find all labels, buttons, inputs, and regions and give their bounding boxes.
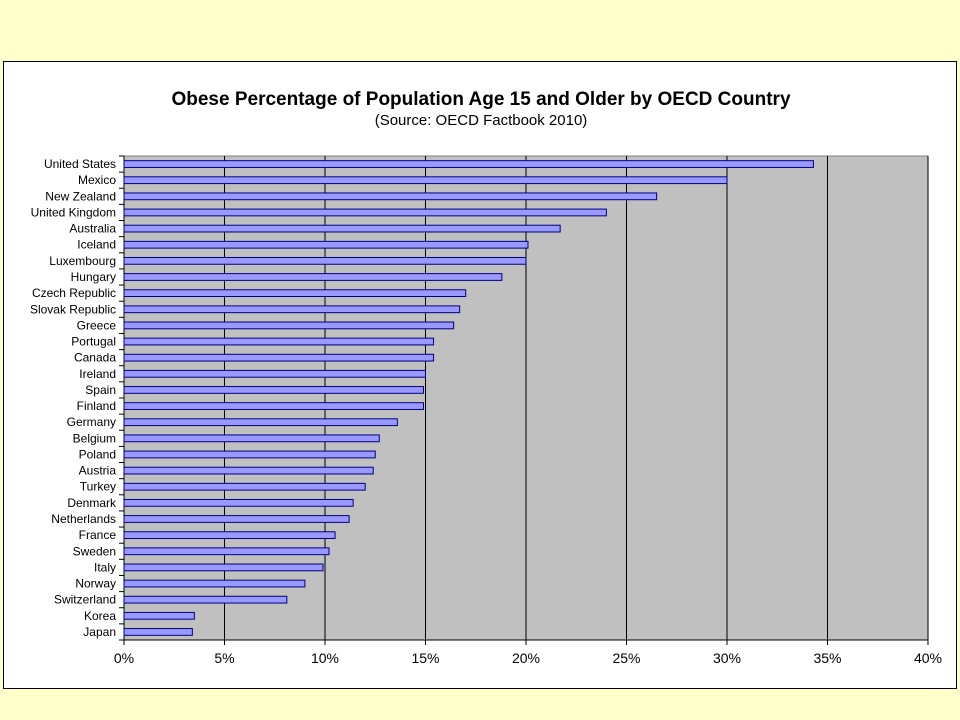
plot-area: 0% 5% 10% 15% 20% 25% 30% 35% 40% United States Me… [30,155,942,666]
category-label: Korea [84,609,116,623]
x-tick-label: 30% [713,650,741,666]
bar [123,208,607,217]
bar [123,450,376,459]
bar [123,611,195,620]
category-label: Denmark [67,496,117,510]
category-label: Spain [85,383,116,397]
category-label: New Zealand [45,189,116,203]
category-label: Austria [79,464,117,478]
category-label: Japan [83,625,116,639]
x-tick-label: 40% [914,650,942,666]
x-tick-label: 10% [311,650,339,666]
x-tick-label: 25% [612,650,640,666]
bar [123,482,366,491]
bar [123,418,398,427]
bar [123,224,561,233]
bar [123,160,814,168]
category-label: Czech Republic [32,286,116,300]
category-label: Australia [69,222,116,236]
bar [123,176,728,185]
category-label: Slovak Republic [30,302,116,316]
category-label: Poland [79,447,116,461]
x-tick-label: 35% [813,650,841,666]
bar [123,273,503,281]
bar [123,321,455,330]
category-label: United Kingdom [31,205,116,219]
bar [123,337,435,346]
category-label: Luxembourg [49,254,116,268]
bar [123,192,658,201]
category-label: Mexico [78,173,116,187]
category-label: Canada [74,351,116,365]
bar [123,466,374,475]
category-label: Germany [67,415,116,429]
category-label: Iceland [77,238,116,252]
bar [123,628,193,636]
bar [123,256,527,265]
bar [123,386,424,394]
bar [123,595,288,604]
bar [123,434,380,443]
category-label: Netherlands [51,512,116,526]
chart-svg: Obese Percentage of Population Age 15 an… [30,89,942,666]
category-label: France [79,528,117,542]
chart-subtitle: (Source: OECD Factbook 2010) [375,112,588,129]
category-label: United States [44,157,116,171]
category-label: Finland [77,399,116,413]
bar [123,531,336,540]
x-tick-label: 20% [512,650,540,666]
bar [123,240,529,249]
category-label: Portugal [71,335,116,349]
category-label: Italy [94,560,116,574]
category-label: Ireland [79,367,116,381]
category-label: Turkey [80,480,116,494]
category-label: Belgium [73,431,116,445]
chart-frame: Obese Percentage of Population Age 15 an… [3,61,957,689]
x-tick-label: 15% [411,650,439,666]
chart-title: Obese Percentage of Population Age 15 an… [171,89,790,110]
bar [123,547,330,556]
bar [123,305,461,314]
bar [123,515,350,523]
category-label: Switzerland [54,593,116,607]
bar [123,402,424,410]
category-label: Sweden [73,544,116,558]
bar [123,563,324,572]
bar [123,289,467,298]
bar [123,369,426,378]
bar [123,579,306,588]
x-tick-label: 5% [214,650,234,666]
category-label: Norway [75,577,116,591]
category-label: Hungary [71,270,116,284]
category-label: Greece [77,318,117,332]
x-tick-label: 0% [114,650,134,666]
bar [123,353,435,362]
bar [123,498,354,507]
